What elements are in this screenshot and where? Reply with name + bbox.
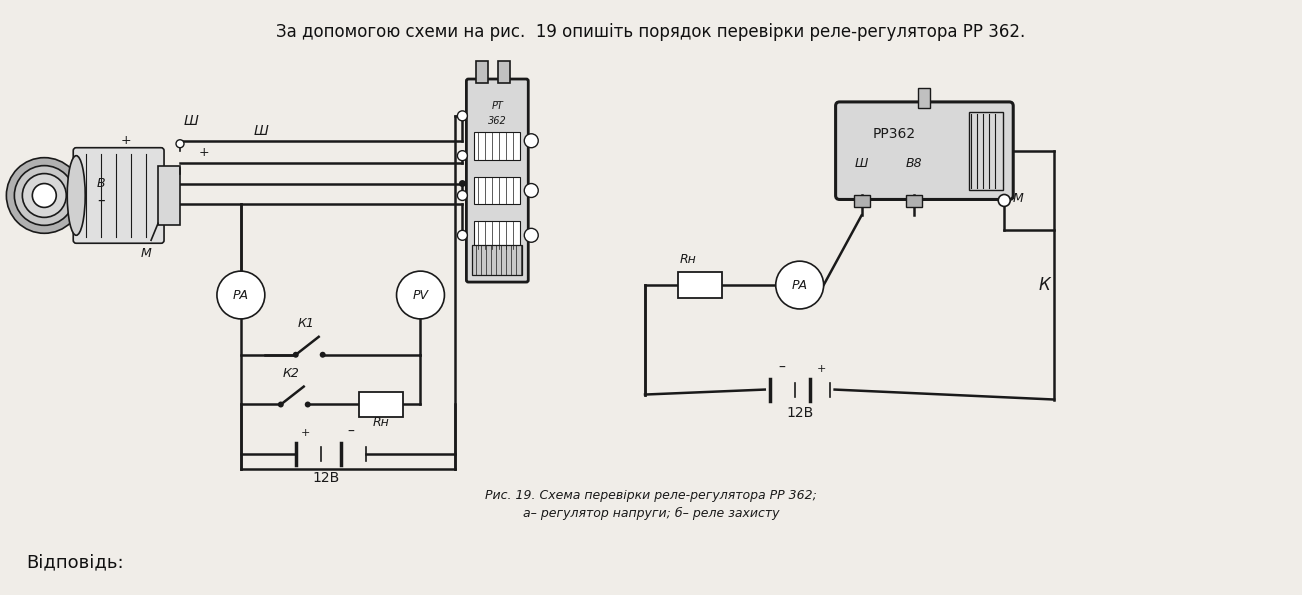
Text: РР362: РР362 (872, 127, 917, 141)
Circle shape (217, 271, 264, 319)
Circle shape (525, 134, 538, 148)
Text: К: К (1038, 276, 1049, 294)
Text: Rн: Rн (680, 253, 697, 266)
Text: +: + (301, 428, 310, 439)
Text: За допомогою схеми на рис.  19 опишіть порядок перевірки реле-регулятора РР 362.: За допомогою схеми на рис. 19 опишіть по… (276, 23, 1026, 41)
Circle shape (176, 140, 184, 148)
Text: 362: 362 (488, 116, 506, 126)
FancyBboxPatch shape (466, 79, 529, 282)
Bar (358, 392, 402, 418)
Circle shape (525, 228, 538, 242)
Bar (969, 112, 1004, 189)
Bar (474, 131, 521, 159)
Circle shape (525, 183, 538, 198)
Text: К2: К2 (283, 367, 299, 380)
Bar (477, 61, 488, 83)
Circle shape (22, 174, 66, 217)
Text: Ш: Ш (254, 124, 268, 138)
Bar (473, 245, 522, 275)
Text: 12В: 12В (786, 406, 814, 421)
Text: Ш: Ш (184, 114, 198, 128)
Text: Відповідь:: Відповідь: (26, 554, 124, 572)
Text: В8: В8 (906, 157, 923, 170)
Text: а– регулятор напруги; б– реле захисту: а– регулятор напруги; б– реле захисту (522, 507, 780, 520)
Text: Ш: Ш (855, 157, 868, 170)
Text: РV: РV (413, 289, 428, 302)
Text: –: – (348, 425, 354, 439)
Bar (158, 165, 180, 226)
Text: +: + (816, 364, 827, 374)
Circle shape (320, 352, 326, 358)
Circle shape (999, 195, 1010, 206)
Text: М: М (141, 247, 151, 259)
Text: –: – (98, 193, 105, 208)
Text: К1: К1 (297, 317, 314, 330)
Text: +: + (121, 134, 132, 147)
Bar (854, 196, 870, 208)
Bar (678, 272, 721, 298)
Circle shape (305, 402, 311, 408)
FancyBboxPatch shape (836, 102, 1013, 199)
Circle shape (293, 352, 298, 358)
Circle shape (277, 402, 284, 408)
Circle shape (457, 230, 467, 240)
Circle shape (397, 271, 444, 319)
Circle shape (457, 111, 467, 121)
Circle shape (457, 151, 467, 161)
Bar (499, 61, 510, 83)
Bar (918, 88, 931, 108)
Circle shape (7, 158, 82, 233)
Circle shape (14, 165, 74, 226)
Circle shape (458, 180, 466, 187)
Text: Рис. 19. Схема перевірки реле-регулятора РР 362;: Рис. 19. Схема перевірки реле-регулятора… (486, 489, 816, 502)
Circle shape (776, 261, 824, 309)
Text: РА: РА (792, 278, 807, 292)
Bar (906, 196, 922, 208)
Text: +: + (199, 146, 210, 159)
Circle shape (33, 183, 56, 208)
Ellipse shape (68, 156, 85, 235)
Text: Rн: Rн (372, 416, 389, 430)
Circle shape (457, 190, 467, 201)
Text: –: – (779, 361, 785, 375)
Text: М: М (1013, 192, 1023, 205)
Bar (474, 221, 521, 249)
Text: 12В: 12В (312, 471, 340, 485)
Text: РТ: РТ (491, 101, 504, 111)
Text: РА: РА (233, 289, 249, 302)
Text: В: В (96, 177, 105, 190)
FancyBboxPatch shape (73, 148, 164, 243)
Bar (474, 177, 521, 205)
